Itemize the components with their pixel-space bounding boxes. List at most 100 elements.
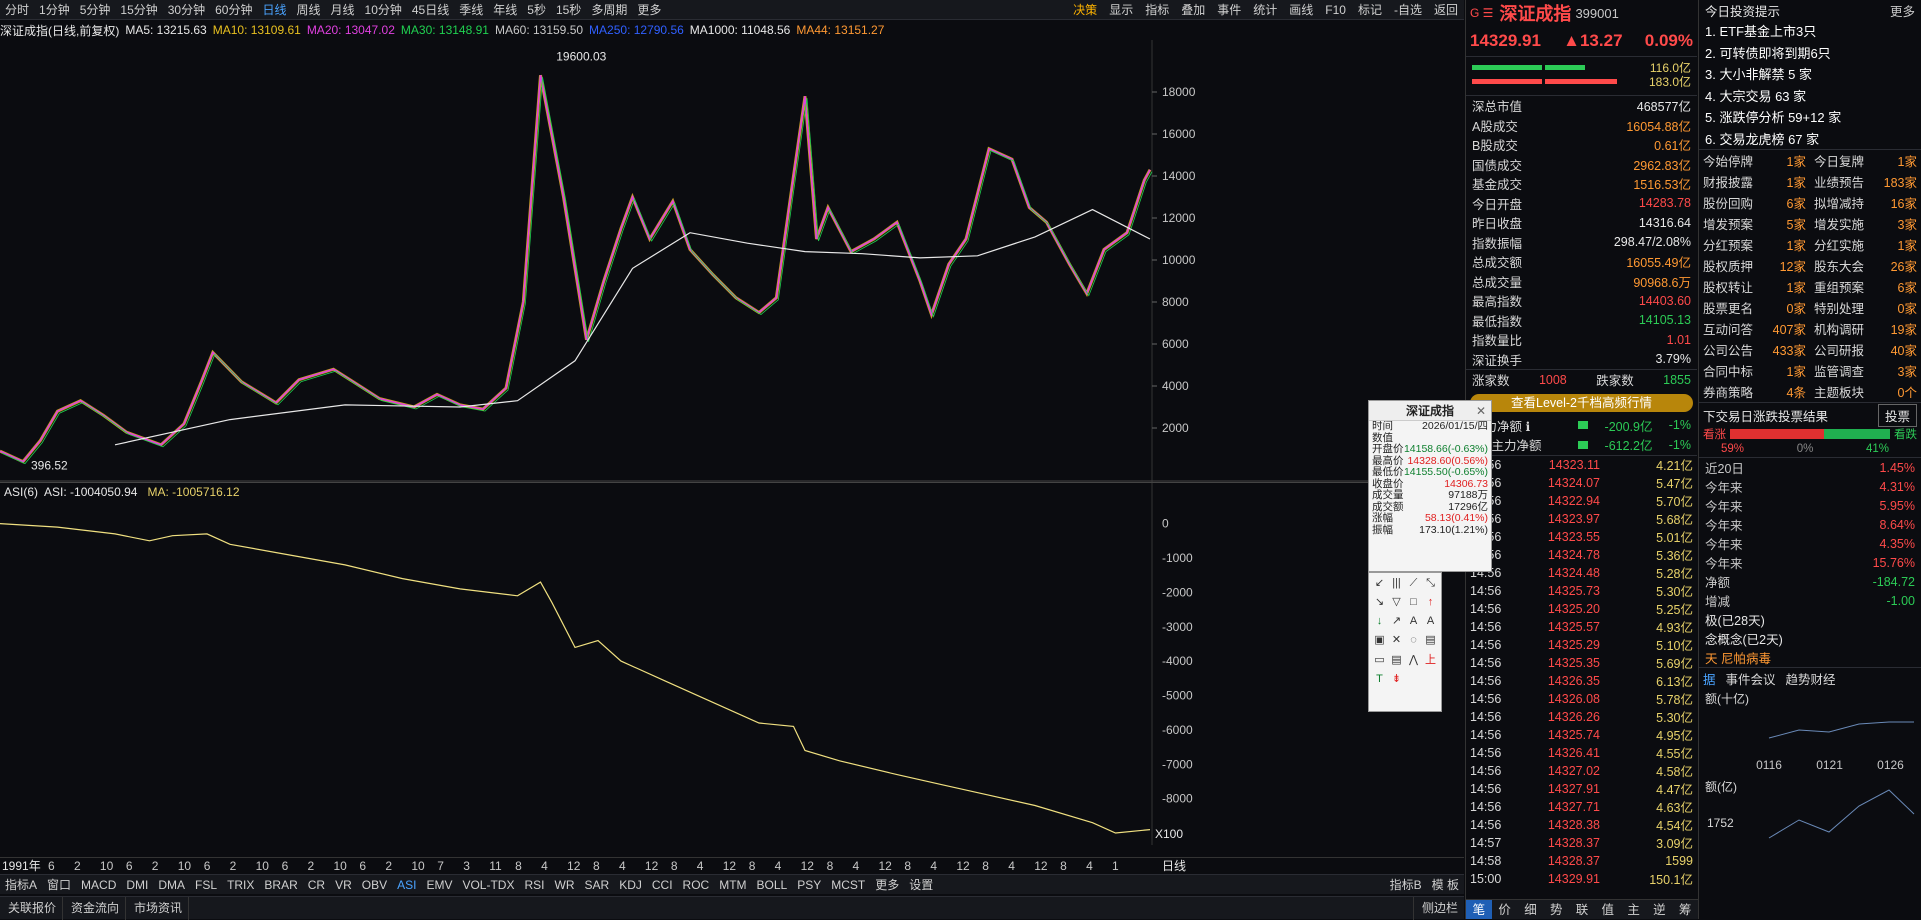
event-cell[interactable]: 分红预案 1家 — [1699, 234, 1810, 255]
event-cell[interactable]: 合同中标 1家 — [1699, 360, 1810, 381]
tool-button[interactable]: 统计 — [1253, 3, 1278, 17]
event-cell[interactable]: 监管调查 3家 — [1810, 360, 1921, 381]
event-cell[interactable]: 分红实施 1家 — [1810, 234, 1921, 255]
tip-item[interactable]: 3. 大小非解禁 5 家 — [1705, 67, 1812, 83]
quote-tab[interactable]: 细 — [1524, 903, 1537, 917]
tip-item[interactable]: 5. 涨跌停分析 59+12 家 — [1705, 110, 1842, 126]
indicator-tab[interactable]: BRAR — [264, 877, 298, 892]
timeframe-tab[interactable]: 5秒 — [527, 3, 546, 17]
indicator-tab[interactable]: KDJ — [619, 877, 642, 892]
draw-tool-icon[interactable] — [1405, 671, 1422, 688]
asi-chart[interactable]: ASI(6) ASI: -1004050.94 MA: -1005716.12 … — [0, 482, 1464, 845]
indicator-tab[interactable]: CCI — [651, 877, 673, 892]
close-icon[interactable]: ✕ — [1475, 404, 1486, 418]
event-cell[interactable]: 今始停牌 1家 — [1699, 150, 1810, 171]
indicator-panel-tab[interactable]: 模 板 — [1431, 878, 1459, 892]
draw-tool-icon[interactable]: ▣ — [1374, 634, 1385, 647]
timeframe-tab[interactable]: 15分钟 — [120, 3, 158, 17]
event-cell[interactable]: 重组预案 6家 — [1810, 276, 1921, 297]
draw-tool-icon[interactable]: ⟋ — [1409, 577, 1418, 589]
bottom-tab[interactable]: 资金流向 — [63, 896, 127, 920]
quote-tab[interactable]: 笔 — [1466, 900, 1492, 919]
draw-tool-icon[interactable]: A — [1426, 615, 1435, 628]
indicator-tab[interactable]: 设置 — [909, 878, 934, 892]
tool-button[interactable]: 返回 — [1433, 3, 1458, 17]
tool-button[interactable]: 事件 — [1217, 3, 1242, 17]
timeframe-tab[interactable]: 日线 — [262, 3, 287, 17]
timeframe-tab[interactable]: 分时 — [5, 3, 30, 17]
concept-row-2[interactable]: 念概念(已2天) — [1699, 629, 1921, 648]
draw-tool-icon[interactable]: ✕ — [1391, 634, 1402, 647]
quote-tab[interactable]: 势 — [1549, 903, 1563, 917]
indicator-tab[interactable]: 窗口 — [47, 878, 72, 892]
info-tab[interactable]: 事件会议 — [1725, 672, 1776, 687]
level2-button[interactable]: 查看Level-2千档高频行情 — [1470, 393, 1693, 412]
tool-button[interactable]: 叠加 — [1181, 3, 1206, 17]
vote-button[interactable]: 投票 — [1877, 403, 1917, 427]
timeframe-tab[interactable]: 周线 — [296, 3, 321, 17]
timeframe-tab[interactable]: 30分钟 — [167, 3, 206, 17]
quote-tab[interactable]: 联 — [1575, 903, 1589, 917]
event-cell[interactable]: 特别处理 0家 — [1810, 297, 1921, 318]
indicator-tab[interactable]: MCST — [831, 877, 866, 892]
draw-tool-icon[interactable] — [1422, 671, 1439, 688]
tool-button[interactable]: -自选 — [1393, 3, 1422, 17]
tip-item[interactable]: 4. 大宗交易 63 家 — [1705, 88, 1807, 104]
indicator-tab[interactable]: WR — [554, 877, 575, 892]
tool-button[interactable]: 指标 — [1145, 3, 1170, 17]
timeframe-tab[interactable]: 多周期 — [591, 3, 628, 17]
timeframe-tab[interactable]: 15秒 — [555, 3, 582, 17]
indicator-tab[interactable]: EMV — [426, 877, 453, 892]
tool-button[interactable]: F10 — [1325, 2, 1346, 17]
event-cell[interactable]: 今日复牌 1家 — [1810, 150, 1921, 171]
event-cell[interactable]: 公司研报 40家 — [1810, 339, 1921, 360]
draw-tool-icon[interactable]: ⤡ — [1426, 577, 1435, 589]
indicator-tab[interactable]: PSY — [797, 877, 822, 892]
tool-button[interactable]: 标记 — [1357, 3, 1382, 17]
timeframe-tab[interactable]: 季线 — [459, 3, 484, 17]
indicator-tab[interactable]: DMA — [158, 877, 186, 892]
timeframe-tab[interactable]: 年线 — [493, 3, 518, 17]
draw-tool-icon[interactable]: ▤ — [1391, 653, 1402, 666]
quote-tab[interactable]: 逆 — [1653, 903, 1666, 917]
bottom-tab[interactable]: 关联报价 — [0, 896, 64, 920]
timeframe-tab[interactable]: 10分钟 — [364, 3, 402, 17]
indicator-tab[interactable]: TRIX — [227, 877, 255, 892]
draw-tool-icon[interactable]: ▤ — [1425, 634, 1436, 647]
indicator-tab[interactable]: RSI — [524, 877, 545, 892]
indicator-tab[interactable]: 指标A — [5, 878, 38, 892]
event-cell[interactable]: 增发实施 3家 — [1810, 213, 1921, 234]
indicator-tab[interactable]: VOL-TDX — [462, 877, 515, 892]
indicator-tab[interactable]: VR — [335, 877, 352, 892]
event-cell[interactable]: 券商策略 4条 — [1699, 381, 1810, 402]
info-tab[interactable]: 据 — [1703, 672, 1716, 687]
indicator-tab[interactable]: ROC — [682, 877, 710, 892]
timeframe-tab[interactable]: 更多 — [637, 3, 662, 17]
draw-tool-icon[interactable]: T — [1376, 672, 1383, 685]
event-cell[interactable]: 业绩预告 183家 — [1810, 171, 1921, 192]
event-cell[interactable]: 股权质押 12家 — [1699, 255, 1810, 276]
draw-tool-icon[interactable]: A — [1409, 615, 1418, 628]
event-cell[interactable]: 公司公告 433家 — [1699, 339, 1810, 360]
tool-button[interactable]: 画线 — [1289, 3, 1314, 17]
indicator-panel-tab[interactable]: 指标B — [1389, 878, 1422, 892]
event-cell[interactable]: 股份回购 6家 — [1699, 192, 1810, 213]
event-cell[interactable]: 股东大会 26家 — [1810, 255, 1921, 276]
tips-more-link[interactable]: 更多 — [1889, 4, 1915, 19]
event-cell[interactable]: 增发预案 5家 — [1699, 213, 1810, 234]
event-cell[interactable]: 机构调研 19家 — [1810, 318, 1921, 339]
event-cell[interactable]: 互动问答 407家 — [1699, 318, 1810, 339]
draw-tool-icon[interactable]: ▭ — [1374, 653, 1385, 666]
group-badge[interactable]: G ☰ — [1470, 6, 1494, 20]
concept-row-1[interactable]: 极(已28天) — [1699, 610, 1921, 629]
draw-tool-icon[interactable]: ⋀ — [1408, 653, 1419, 666]
event-cell[interactable]: 主题板块 0个 — [1810, 381, 1921, 402]
draw-tool-icon[interactable]: ↓ — [1376, 615, 1383, 628]
quote-tab[interactable]: 值 — [1601, 903, 1615, 917]
quote-tab[interactable]: 价 — [1498, 903, 1511, 917]
event-cell[interactable]: 股权转让 1家 — [1699, 276, 1810, 297]
concept-row-3[interactable]: 天 尼帕病毒 — [1699, 648, 1921, 667]
timeframe-tab[interactable]: 5分钟 — [79, 3, 111, 17]
info-tab[interactable]: 趋势财经 — [1785, 672, 1836, 687]
draw-tool-icon[interactable] — [1371, 690, 1388, 707]
